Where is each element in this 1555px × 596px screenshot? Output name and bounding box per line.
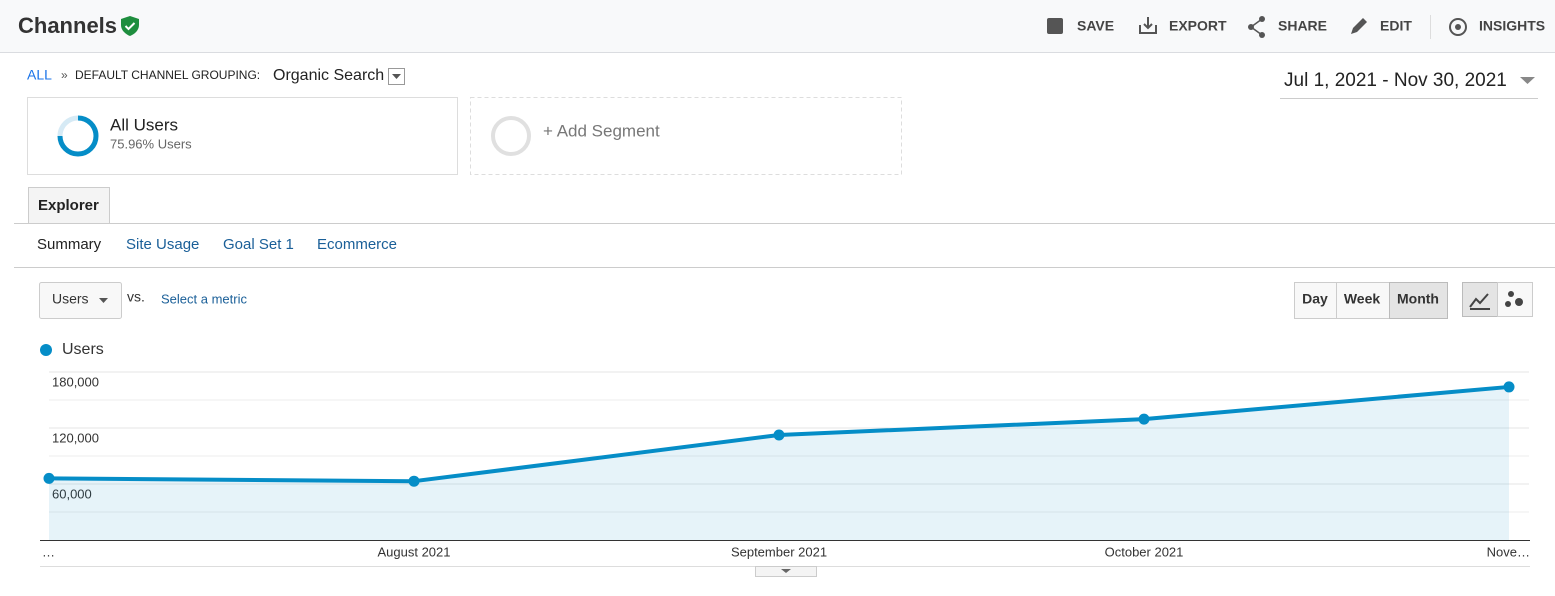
add-segment[interactable]: + Add Segment [543,121,660,140]
breadcrumb-label: DEFAULT CHANNEL GROUPING: [75,68,260,82]
insights-icon-dot [1455,24,1461,30]
add-segment-card[interactable] [470,97,902,175]
granularity-button[interactable] [1294,282,1337,319]
metric-dropdown[interactable] [39,282,122,319]
check [124,22,136,31]
y-tick-label: 120,000 [52,430,99,445]
insights-icon[interactable] [1449,18,1467,36]
select-metric[interactable]: Select a metric [161,291,247,306]
save-icon[interactable] [1047,18,1063,34]
granularity-label[interactable]: Month [1397,291,1439,307]
granularity-label[interactable]: Day [1302,291,1328,307]
motion-chart-icon [1505,291,1523,307]
date-range[interactable]: Jul 1, 2021 - Nov 30, 2021 [1284,70,1507,91]
verified-icon [121,16,139,36]
edit-icon[interactable] [1351,18,1367,34]
motion-chart-button[interactable] [1497,282,1533,317]
y-tick-label: 180,000 [52,374,99,389]
tab-label[interactable]: Explorer [38,197,99,214]
breadcrumb-separator: » [61,68,68,82]
x-tick-label: August 2021 [377,544,450,559]
area [49,386,1509,540]
subtab[interactable]: Goal Set 1 [223,236,294,253]
breadcrumb-root[interactable]: ALL [27,67,52,83]
x-tick-label: October 2021 [1105,544,1184,559]
caret [781,569,791,573]
legend-marker [40,344,52,356]
action-edit[interactable]: EDIT [1380,18,1412,34]
vs-label: vs. [127,289,145,305]
subtab[interactable]: Site Usage [126,236,199,253]
plot: 60,000 120,000 180,000 … August 2021 Septembe… [40,371,1530,559]
x-tick-label: … [42,544,55,559]
add-segment-circle [491,116,531,156]
point [1138,413,1150,425]
share-icon[interactable] [1248,16,1265,38]
line-chart-icon [1469,293,1490,310]
page-title: Channels [18,13,117,38]
point [1503,381,1515,393]
granularity-button-active[interactable] [1389,282,1448,319]
caret [99,298,108,303]
x-tick-label: September 2021 [731,544,827,559]
caret [392,74,401,79]
legend-label[interactable]: Users [62,341,104,358]
subtab[interactable]: Ecommerce [317,236,397,253]
breadcrumb-value: Organic Search [273,67,384,84]
export-icon[interactable] [1139,17,1157,34]
segment-detail: 75.96% Users [110,136,192,151]
action-save[interactable]: SAVE [1077,18,1114,34]
segment-card[interactable] [27,97,458,175]
subtab[interactable]: Summary [37,236,102,253]
header-bar [0,0,1555,52]
granularity-label[interactable]: Week [1344,291,1381,307]
y-tick-label: 60,000 [52,486,92,501]
segment-donut [57,115,99,157]
action-insights[interactable]: INSIGHTS [1479,18,1545,34]
segment-name: All Users [110,115,178,134]
x-tick-label: Nove… [1487,544,1530,559]
point [773,429,785,441]
date-caret[interactable] [1520,77,1535,84]
point [408,475,420,487]
point [43,472,55,484]
action-export[interactable]: EXPORT [1169,18,1227,34]
metric[interactable]: Users [52,291,89,307]
line-chart-button[interactable] [1462,282,1498,317]
tab[interactable] [28,187,110,224]
action-share[interactable]: SHARE [1278,18,1327,34]
